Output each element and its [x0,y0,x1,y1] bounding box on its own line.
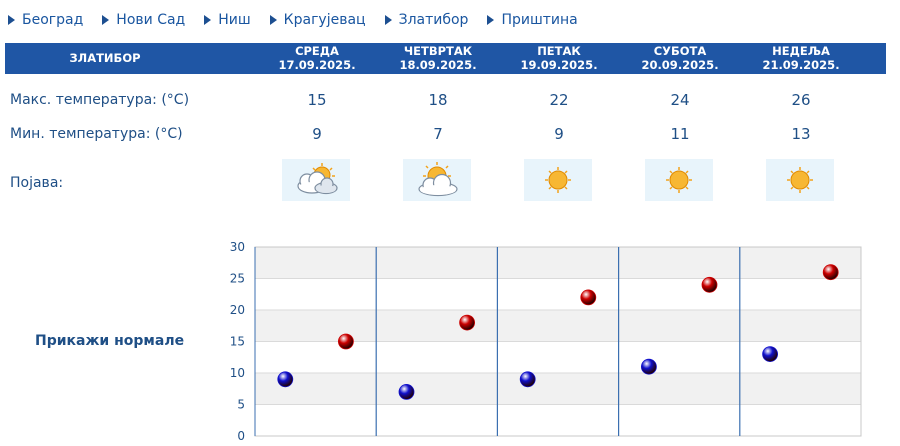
nav-item-kragujevac[interactable]: Крагујевац [269,12,366,28]
sun-icon [766,159,834,201]
min-temp-point [762,346,778,362]
max-temp-value: 22 [549,91,569,109]
day-date: 21.09.2025. [762,58,840,72]
day-header: ПЕТАК 19.09.2025. [504,44,614,72]
nav-item-zlatibor[interactable]: Златибор [384,12,469,28]
y-tick-label: 0 [237,429,245,443]
day-date: 19.09.2025. [520,58,598,72]
nav-item-beograd[interactable]: Београд [8,12,83,28]
max-temp-point [459,314,476,331]
city-nav: Београд Нови Сад Ниш Крагујевац Златибор… [8,10,597,30]
min-temp-value: 9 [554,125,564,143]
nav-item-label: Златибор [398,12,469,28]
day-date: 17.09.2025. [278,58,356,72]
nav-item-label: Београд [22,12,84,28]
min-temp-value: 9 [312,125,322,143]
grid-band [255,247,861,279]
min-temp-value: 7 [433,125,443,143]
day-name: ЧЕТВРТАК [403,44,473,58]
max-temp-value: 26 [791,91,811,109]
nav-item-pristina[interactable]: Приштина [487,12,578,28]
max-temp-label: Макс. температура: (°C) [10,92,190,108]
y-tick-label: 20 [230,303,245,317]
triangle-right-icon [487,15,495,25]
nav-item-label: Нови Сад [116,12,186,28]
min-temp-point [519,371,536,388]
min-temp-point [398,383,415,400]
min-temp-point [641,358,657,375]
min-temp-value: 13 [791,125,811,143]
triangle-right-icon [204,15,212,25]
max-temp-point [822,264,839,281]
max-temp-point [337,333,354,350]
max-temp-point [701,276,718,293]
max-temp-point [580,289,597,306]
phenomenon-label: Појава: [10,175,64,191]
min-temp-value: 11 [670,125,690,143]
day-header: НЕДЕЉА 21.09.2025. [746,44,856,72]
triangle-right-icon [8,15,15,25]
y-tick-label: 25 [230,272,245,286]
show-normals-link[interactable]: Прикажи нормале [35,333,185,349]
y-tick-label: 15 [230,335,245,349]
day-name: СУБОТА [653,44,707,58]
grid-band [255,310,861,342]
nav-item-label: Ниш [218,12,251,28]
forecast-header: ЗЛАТИБОР СРЕДА 17.09.2025. ЧЕТВРТАК 18.0… [5,43,886,74]
triangle-right-icon [269,15,277,25]
grid-band [255,373,861,405]
y-tick-label: 10 [230,366,245,380]
sun-behind-cloud-icon [403,159,471,201]
day-date: 18.09.2025. [399,58,477,72]
min-temp-point [277,371,294,388]
y-tick-label: 5 [237,398,245,412]
day-name: ПЕТАК [537,44,581,58]
sun-icon [645,159,713,201]
day-name: НЕДЕЉА [772,44,830,58]
day-header: ЧЕТВРТАК 18.09.2025. [383,44,493,72]
min-temp-label: Мин. температура: (°C) [10,126,183,142]
nav-item-nis[interactable]: Ниш [204,12,251,28]
day-date: 20.09.2025. [641,58,719,72]
triangle-right-icon [384,15,392,25]
day-name: СРЕДА [295,44,339,58]
y-tick-label: 30 [230,240,245,254]
partly-cloudy-icon [282,159,350,201]
temperature-chart: 0 5 10 15 20 25 30 [230,240,862,443]
max-temp-value: 15 [307,91,327,109]
max-temp-value: 24 [670,91,690,109]
max-temp-value: 18 [428,91,448,109]
city-name: ЗЛАТИБОР [69,51,141,65]
triangle-right-icon [102,15,110,25]
day-header: СУБОТА 20.09.2025. [625,44,735,72]
nav-item-novi-sad[interactable]: Нови Сад [102,12,185,28]
nav-item-label: Приштина [501,12,578,28]
nav-item-label: Крагујевац [283,12,366,28]
day-header: СРЕДА 17.09.2025. [262,44,372,72]
sun-icon [524,159,592,201]
